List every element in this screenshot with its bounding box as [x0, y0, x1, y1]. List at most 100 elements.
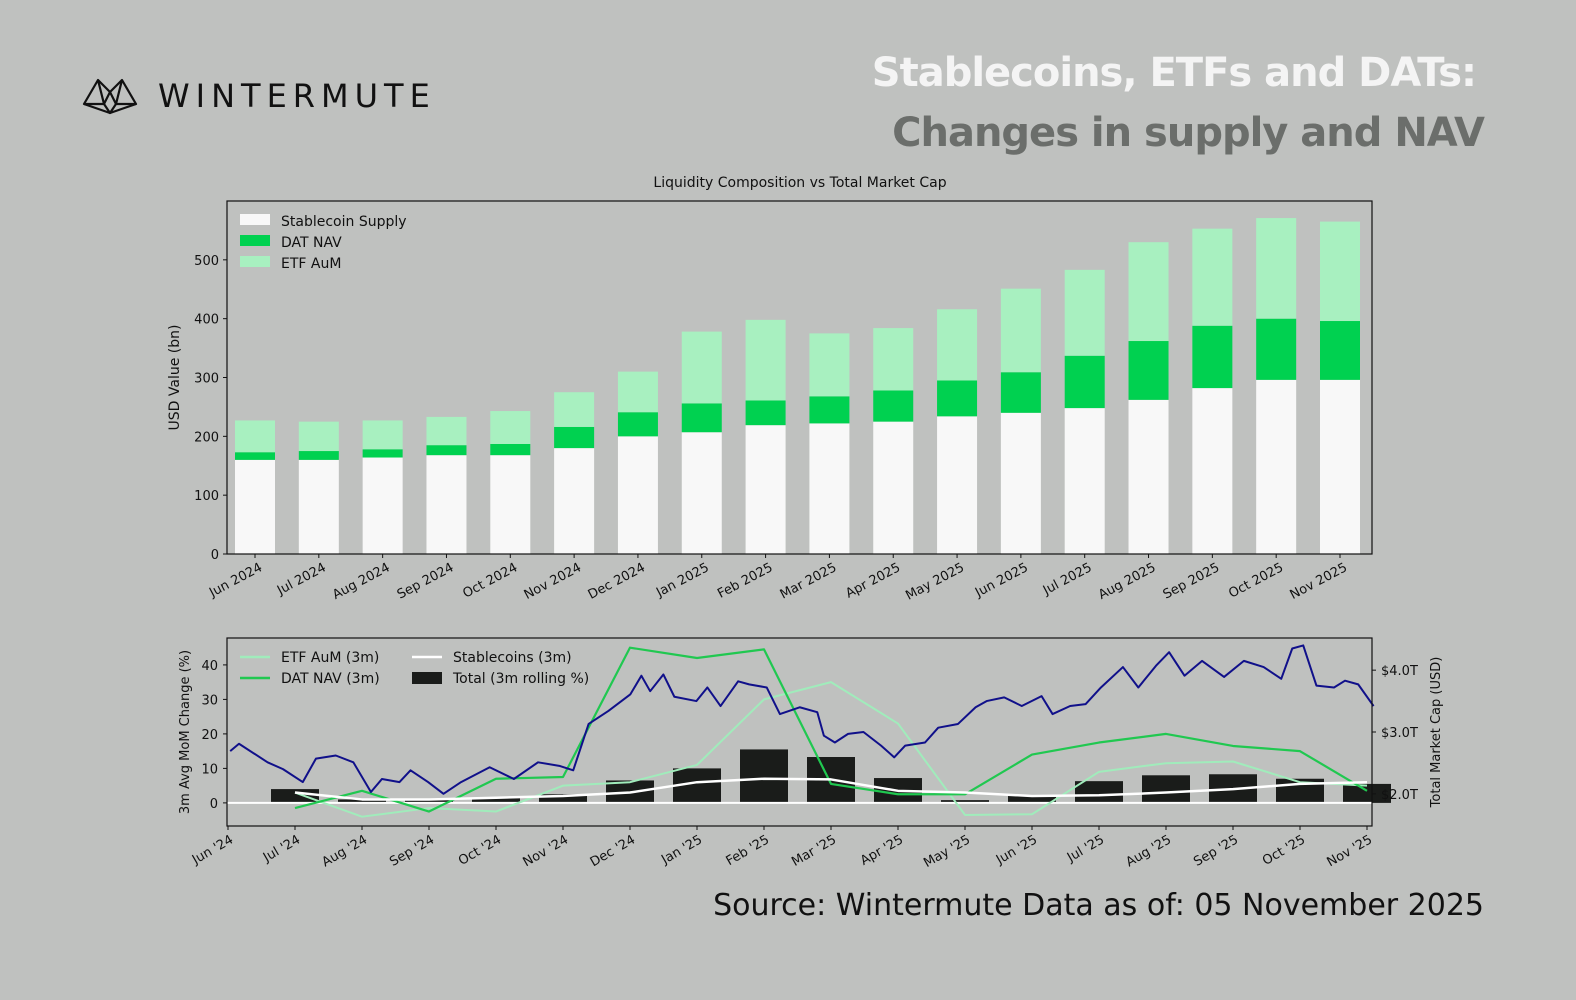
- bar-stablecoin-supply: [235, 459, 275, 554]
- bar-total-3m: [1343, 783, 1391, 803]
- bar-dat-nav: [490, 443, 531, 456]
- x-tick-label: Jan '25: [658, 832, 705, 868]
- y-tick-label: 0: [211, 548, 219, 563]
- legend-swatch: [240, 256, 270, 267]
- bar-stablecoin-supply: [681, 432, 722, 554]
- bar-total-3m: [941, 800, 989, 803]
- bar-dat-nav: [554, 426, 595, 449]
- legend-label: DAT NAV: [281, 235, 342, 251]
- bar-stablecoin-supply: [1064, 408, 1105, 554]
- bar-dat-nav: [617, 412, 658, 437]
- bar-etf-aum: [1000, 288, 1041, 373]
- legend-label: DAT NAV (3m): [281, 671, 380, 687]
- x-tick-label: Nov 2025: [1288, 560, 1350, 603]
- bar-stablecoin-supply: [490, 455, 531, 554]
- legend-swatch: [240, 235, 270, 246]
- top-chart-title: Liquidity Composition vs Total Market Ca…: [653, 175, 946, 191]
- legend-swatch: [240, 214, 270, 225]
- legend-swatch: [412, 672, 442, 684]
- bar-etf-aum: [298, 421, 339, 452]
- line-etf-aum-m-: [294, 681, 1368, 818]
- bar-stablecoin-supply: [298, 459, 339, 554]
- x-tick-label: Feb 2025: [715, 560, 775, 602]
- wintermute-logo-icon: [82, 78, 138, 115]
- x-tick-label: Jul 2024: [274, 560, 329, 599]
- bar-dat-nav: [1064, 355, 1105, 409]
- bar-total-3m: [271, 789, 319, 803]
- x-tick-label: Aug 2024: [330, 560, 392, 603]
- x-tick-label: Apr '25: [858, 832, 906, 868]
- x-tick-label: Oct 2025: [1226, 560, 1286, 601]
- bar-etf-aum: [1128, 242, 1169, 342]
- line-dat-nav-m-: [294, 646, 1368, 813]
- x-tick-label: Jul '25: [1064, 832, 1107, 865]
- x-tick-label: Sep '24: [387, 832, 437, 869]
- x-tick-label: Jul '24: [260, 832, 303, 865]
- bar-dat-nav: [1000, 372, 1041, 413]
- bar-stablecoin-supply: [617, 436, 658, 554]
- bar-total-3m: [472, 797, 520, 803]
- x-tick-label: May '25: [921, 832, 973, 871]
- wintermute-logo: WINTERMUTE: [82, 77, 436, 115]
- bar-dat-nav: [362, 449, 403, 458]
- x-tick-label: Jul 2025: [1040, 560, 1095, 599]
- bar-dat-nav: [937, 380, 978, 417]
- bar-etf-aum: [235, 420, 275, 453]
- bar-stablecoin-supply: [1128, 399, 1169, 554]
- title-line-2: Changes in supply and NAV: [892, 110, 1485, 156]
- x-tick-label: Jan 2025: [653, 560, 711, 601]
- bar-etf-aum: [554, 392, 595, 427]
- legend-label: Stablecoin Supply: [281, 214, 407, 230]
- bar-total-3m: [405, 799, 453, 803]
- bar-stablecoin-supply: [554, 448, 595, 554]
- brand-name: WINTERMUTE: [158, 77, 436, 115]
- y-tick-label: 40: [201, 659, 218, 674]
- legend-label: ETF AuM: [281, 256, 341, 272]
- bar-stablecoin-supply: [1256, 379, 1297, 554]
- x-tick-label: Oct '24: [456, 832, 504, 868]
- bar-etf-aum: [362, 420, 403, 450]
- x-tick-label: Nov '24: [521, 832, 571, 870]
- bar-dat-nav: [1320, 321, 1360, 380]
- bar-total-3m: [338, 799, 386, 803]
- y-tick-label: 10: [201, 762, 218, 777]
- bar-etf-aum: [873, 328, 914, 391]
- x-tick-label: Jun '24: [189, 832, 236, 868]
- x-tick-label: Oct '25: [1260, 832, 1308, 868]
- x-tick-label: Dec '24: [588, 832, 638, 870]
- bar-stablecoin-supply: [937, 416, 978, 554]
- x-tick-label: Dec 2024: [586, 560, 648, 603]
- line-stablecoins-m-: [294, 777, 1368, 801]
- bar-stablecoin-supply: [809, 423, 850, 554]
- bar-etf-aum: [617, 371, 658, 413]
- y-axis-label: 3m Avg MoM Change (%): [178, 650, 193, 814]
- source-note: Source: Wintermute Data as of: 05 Novemb…: [713, 888, 1484, 923]
- x-tick-label: Apr 2025: [843, 560, 903, 601]
- bar-dat-nav: [1192, 325, 1233, 389]
- y-tick-label: 100: [194, 489, 219, 504]
- bar-dat-nav: [745, 400, 786, 426]
- x-tick-label: Oct 2024: [460, 560, 520, 601]
- x-tick-label: Jun 2025: [972, 560, 1031, 601]
- legend-label: Stablecoins (3m): [453, 650, 572, 666]
- x-tick-label: Mar '25: [789, 832, 839, 869]
- bar-stablecoin-supply: [1320, 379, 1360, 554]
- y-right-tick-label: $4.0T: [1381, 664, 1418, 679]
- y-tick-label: 20: [201, 728, 218, 743]
- bar-etf-aum: [809, 333, 850, 397]
- bar-etf-aum: [1064, 269, 1105, 356]
- y-right-axis-label: Total Market Cap (USD): [1429, 657, 1444, 809]
- bar-total-3m: [1142, 775, 1190, 803]
- bar-stablecoin-supply: [873, 421, 914, 554]
- x-tick-label: Nov 2024: [522, 560, 584, 603]
- x-tick-label: Jun '25: [993, 832, 1040, 868]
- bar-stablecoin-supply: [1000, 412, 1041, 554]
- bar-dat-nav: [235, 452, 275, 460]
- x-tick-label: Sep '25: [1191, 832, 1241, 869]
- bar-dat-nav: [809, 396, 850, 424]
- y-tick-label: 30: [201, 693, 218, 708]
- bar-etf-aum: [1320, 221, 1360, 322]
- y-axis-label: USD Value (bn): [167, 325, 183, 431]
- top-chart: Jun 2024 Jul 2024 Aug 2024 Sep 2024 Oct 2024…: [167, 200, 1373, 604]
- bar-etf-aum: [937, 309, 978, 381]
